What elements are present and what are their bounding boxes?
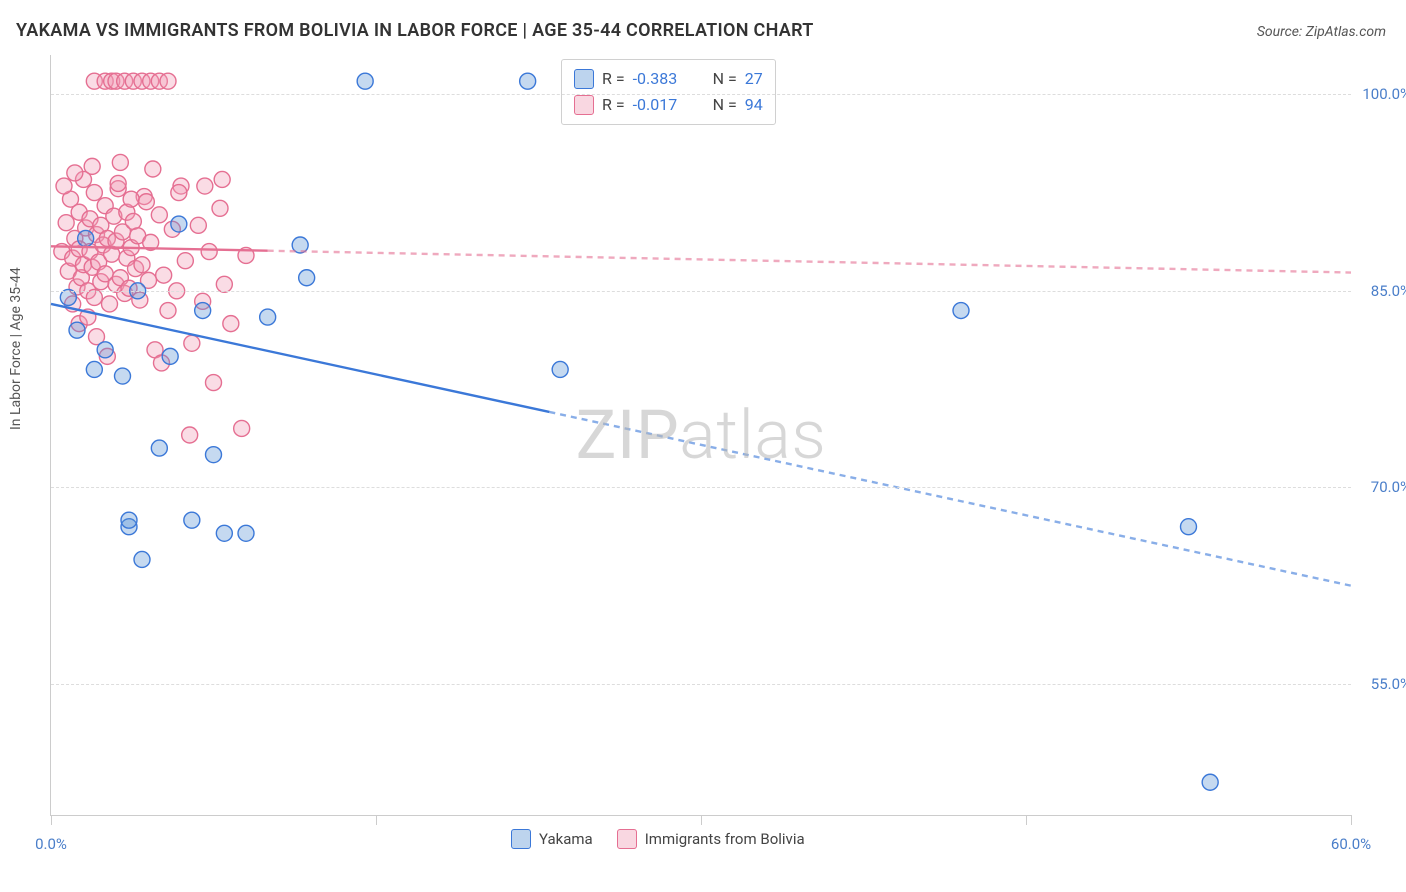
r-value: -0.017 — [633, 92, 695, 118]
xtick-label: 0.0% — [35, 835, 67, 853]
scatter-svg — [51, 55, 1351, 815]
gridline — [51, 684, 1351, 685]
r-value: -0.383 — [633, 66, 695, 92]
ytick-label: 85.0% — [1371, 282, 1406, 300]
legend-swatch-bolivia — [617, 829, 637, 849]
legend-item-bolivia: Immigrants from Bolivia — [617, 829, 805, 849]
n-value: 27 — [745, 66, 763, 92]
r-label: R = — [602, 66, 625, 92]
gridline — [51, 94, 1351, 95]
chart-title: YAKAMA VS IMMIGRANTS FROM BOLIVIA IN LAB… — [16, 20, 814, 41]
xtick-label: 60.0% — [1331, 835, 1371, 853]
ytick-label: 70.0% — [1371, 478, 1406, 496]
y-axis-label: In Labor Force | Age 35-44 — [8, 267, 24, 430]
correlation-legend: R = -0.383 N = 27 R = -0.017 N = 94 — [561, 59, 776, 125]
legend-row: R = -0.017 N = 94 — [574, 92, 763, 118]
legend-swatch-yakama — [511, 829, 531, 849]
legend-label-yakama: Yakama — [539, 830, 593, 848]
legend-item-yakama: Yakama — [511, 829, 593, 849]
r-label: R = — [602, 92, 625, 118]
gridline — [51, 291, 1351, 292]
xtick — [701, 815, 702, 825]
legend-label-bolivia: Immigrants from Bolivia — [645, 830, 805, 848]
xtick — [51, 815, 52, 825]
ytick-label: 100.0% — [1362, 85, 1406, 103]
legend-swatch — [574, 95, 594, 115]
source-label: Source: ZipAtlas.com — [1257, 24, 1386, 40]
legend-swatch — [574, 69, 594, 89]
gridline — [51, 487, 1351, 488]
n-value: 94 — [745, 92, 763, 118]
n-label: N = — [713, 92, 737, 118]
xtick — [376, 815, 377, 825]
ytick-label: 55.0% — [1371, 675, 1406, 693]
plot-area: ZIPatlas R =-0.383N =27R =-0.017N =94 Ya… — [50, 55, 1351, 816]
n-label: N = — [713, 66, 737, 92]
xtick — [1351, 815, 1352, 825]
series-legend: Yakama Immigrants from Bolivia — [511, 829, 805, 849]
legend-row: R = -0.383 N = 27 — [574, 66, 763, 92]
xtick — [1026, 815, 1027, 825]
